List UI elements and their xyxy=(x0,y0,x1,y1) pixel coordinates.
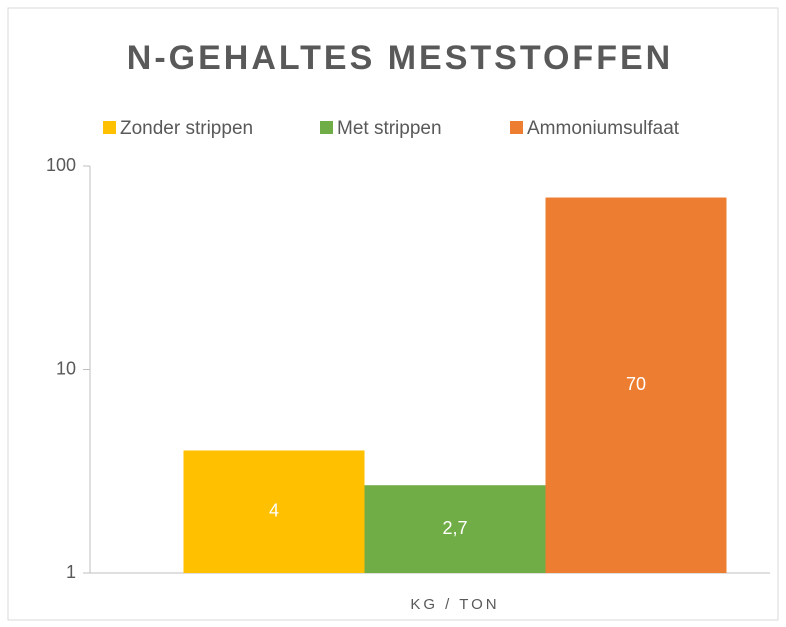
legend-swatch xyxy=(103,121,116,134)
x-tick-label: KG / TON xyxy=(410,596,499,613)
bar xyxy=(183,450,365,573)
chart-title: N-GEHALTES MESTSTOFFEN xyxy=(127,39,673,77)
legend-label: Met strippen xyxy=(337,118,442,139)
data-label: 2,7 xyxy=(442,518,467,538)
data-label: 70 xyxy=(626,374,646,394)
y-tick-label: 1 xyxy=(66,562,76,582)
legend-swatch xyxy=(320,121,333,134)
data-label: 4 xyxy=(269,500,279,520)
bar xyxy=(364,485,546,573)
legend-label: Zonder strippen xyxy=(120,118,253,139)
y-tick-label: 10 xyxy=(56,358,76,378)
bar xyxy=(545,197,727,573)
y-tick-label: 100 xyxy=(46,155,76,175)
legend-label: Ammoniumsulfaat xyxy=(527,118,680,139)
legend-swatch xyxy=(510,121,523,134)
